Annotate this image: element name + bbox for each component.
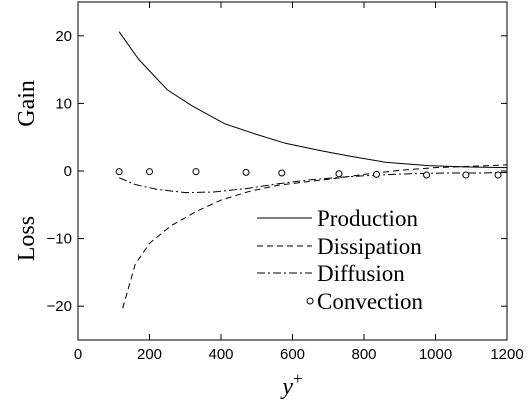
ticks-layer	[77, 2, 508, 340]
legend-diffusion-label: Diffusion	[317, 261, 405, 286]
x-tick-label: 1200	[490, 346, 523, 363]
y-tick-label: −20	[47, 298, 72, 315]
x-axis-label: y+	[280, 369, 302, 400]
convection-point	[373, 170, 381, 178]
legend-convection-marker	[306, 297, 314, 305]
convection-point	[335, 170, 343, 178]
diffusion-line	[118, 171, 508, 194]
y-tick-label: 20	[55, 28, 72, 45]
dissipation-line	[122, 164, 508, 309]
x-tick-label: 200	[137, 346, 162, 363]
x-tick-label: 400	[208, 346, 233, 363]
convection-point	[494, 171, 502, 179]
x-tick-label: 600	[280, 346, 305, 363]
legend-convection-label: Convection	[317, 289, 424, 314]
plot-frame	[77, 1, 508, 341]
y-tick-label: 0	[64, 163, 72, 180]
y-axis-label-gain: Gain	[14, 80, 40, 127]
convection-point	[462, 171, 470, 179]
legend-dissipation-label: Dissipation	[317, 234, 422, 259]
convection-point	[278, 169, 286, 177]
convection-point	[146, 168, 153, 176]
y-tick-label: 10	[55, 95, 72, 112]
convection-point	[423, 171, 431, 179]
legend-production-label: Production	[317, 206, 418, 231]
x-tick-label: 1000	[419, 346, 452, 363]
tick-labels-layer: 0 200 400 600 800 1000 1200 −20 −10 0 10 20	[47, 28, 524, 363]
convection-point	[242, 168, 250, 176]
x-tick-label: 800	[351, 346, 376, 363]
production-line	[118, 31, 508, 169]
y-tick-label: −10	[47, 231, 72, 248]
convection-point	[192, 168, 200, 176]
series-layer	[115, 31, 508, 309]
y-axis-label-loss: Loss	[14, 216, 40, 261]
convection-point	[115, 168, 123, 176]
x-tick-label: 0	[74, 346, 82, 363]
